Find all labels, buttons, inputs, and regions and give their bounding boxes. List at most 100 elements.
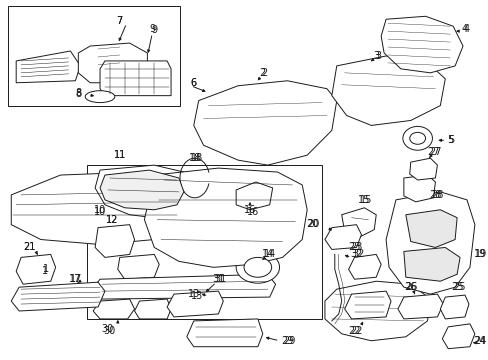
Polygon shape xyxy=(341,208,375,238)
Polygon shape xyxy=(92,274,275,299)
Polygon shape xyxy=(386,192,474,294)
Bar xyxy=(87,165,321,319)
Ellipse shape xyxy=(85,91,115,103)
Text: 3: 3 xyxy=(372,51,379,61)
Text: 11: 11 xyxy=(113,150,125,160)
Text: 19: 19 xyxy=(473,249,485,260)
Text: 4: 4 xyxy=(463,24,469,34)
Text: 30: 30 xyxy=(103,326,116,336)
Polygon shape xyxy=(167,291,223,317)
Text: 12: 12 xyxy=(105,215,118,225)
Ellipse shape xyxy=(244,257,271,277)
Text: 26: 26 xyxy=(404,282,416,292)
Text: 32: 32 xyxy=(351,249,364,260)
Polygon shape xyxy=(186,319,262,347)
Text: 5: 5 xyxy=(446,135,452,145)
Ellipse shape xyxy=(402,126,431,150)
Polygon shape xyxy=(440,295,468,319)
Text: 18: 18 xyxy=(190,153,203,163)
Text: 1: 1 xyxy=(41,266,48,276)
Text: 16: 16 xyxy=(246,207,259,217)
Text: 16: 16 xyxy=(244,205,256,215)
Text: 29: 29 xyxy=(281,336,293,346)
Text: 7: 7 xyxy=(117,16,122,26)
Text: 21: 21 xyxy=(23,243,35,252)
Text: 2: 2 xyxy=(259,68,265,78)
Polygon shape xyxy=(193,81,336,165)
Text: 1: 1 xyxy=(42,264,49,274)
Polygon shape xyxy=(442,324,474,349)
Polygon shape xyxy=(11,172,183,244)
Text: 22: 22 xyxy=(349,326,362,336)
Text: 8: 8 xyxy=(75,89,81,99)
Bar xyxy=(8,6,180,105)
Polygon shape xyxy=(405,210,456,247)
Text: 22: 22 xyxy=(347,326,360,336)
Text: 23: 23 xyxy=(347,243,360,252)
Text: 11: 11 xyxy=(113,150,125,160)
Text: 28: 28 xyxy=(428,190,441,200)
Text: 23: 23 xyxy=(349,243,362,252)
Polygon shape xyxy=(324,225,361,249)
Text: 18: 18 xyxy=(188,153,201,163)
Text: 9: 9 xyxy=(151,25,157,35)
Text: 3: 3 xyxy=(374,51,381,61)
Polygon shape xyxy=(16,255,56,284)
Polygon shape xyxy=(344,291,390,319)
Text: 4: 4 xyxy=(461,24,467,34)
Text: 28: 28 xyxy=(430,190,443,200)
Polygon shape xyxy=(95,165,193,218)
Polygon shape xyxy=(331,56,445,125)
Ellipse shape xyxy=(409,132,425,144)
Text: 2: 2 xyxy=(261,68,267,78)
Text: 9: 9 xyxy=(149,24,155,34)
Text: 21: 21 xyxy=(23,243,35,252)
Polygon shape xyxy=(134,299,171,319)
Polygon shape xyxy=(144,168,306,267)
Text: 31: 31 xyxy=(212,274,224,284)
Text: 14: 14 xyxy=(261,249,273,260)
Polygon shape xyxy=(236,182,272,210)
Polygon shape xyxy=(100,61,171,96)
Polygon shape xyxy=(16,51,80,83)
Text: 13: 13 xyxy=(187,289,200,299)
Text: 17: 17 xyxy=(69,274,81,284)
Text: 30: 30 xyxy=(102,324,114,334)
Polygon shape xyxy=(100,170,183,210)
Text: 27: 27 xyxy=(428,147,441,157)
Text: 6: 6 xyxy=(190,78,196,88)
Text: 13: 13 xyxy=(190,291,203,301)
Polygon shape xyxy=(403,175,434,202)
Text: 15: 15 xyxy=(360,195,372,205)
Text: 29: 29 xyxy=(283,336,295,346)
Text: 32: 32 xyxy=(349,249,362,260)
Text: 8: 8 xyxy=(75,88,81,98)
Text: 24: 24 xyxy=(474,336,486,346)
Text: 20: 20 xyxy=(306,219,319,229)
Text: 20: 20 xyxy=(305,219,318,229)
Polygon shape xyxy=(78,43,147,83)
Polygon shape xyxy=(403,247,459,281)
Text: 10: 10 xyxy=(94,207,106,217)
Text: 25: 25 xyxy=(452,282,465,292)
Polygon shape xyxy=(348,255,380,279)
Polygon shape xyxy=(380,16,462,73)
Text: 31: 31 xyxy=(214,274,226,284)
Text: 27: 27 xyxy=(427,147,439,157)
Text: 15: 15 xyxy=(358,195,370,205)
Text: 24: 24 xyxy=(473,336,485,346)
Text: 12: 12 xyxy=(105,215,118,225)
Text: 26: 26 xyxy=(405,282,417,292)
Text: 19: 19 xyxy=(474,249,486,260)
Text: 6: 6 xyxy=(190,78,196,88)
Polygon shape xyxy=(324,281,429,341)
Text: 17: 17 xyxy=(70,274,82,284)
Text: 10: 10 xyxy=(94,205,106,215)
Ellipse shape xyxy=(236,251,279,283)
Polygon shape xyxy=(11,282,105,311)
Text: 14: 14 xyxy=(263,249,275,260)
Polygon shape xyxy=(397,294,443,319)
Polygon shape xyxy=(93,299,134,319)
Text: 5: 5 xyxy=(447,135,453,145)
Text: 25: 25 xyxy=(450,282,463,292)
